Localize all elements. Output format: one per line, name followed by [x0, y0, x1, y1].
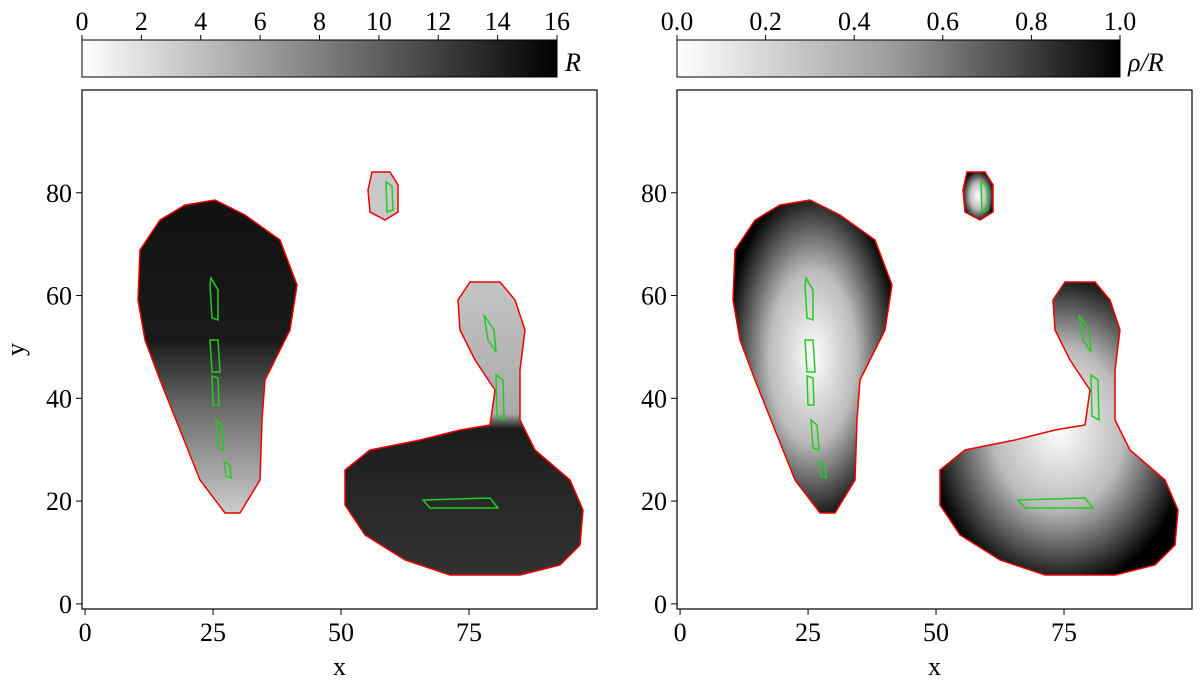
y-tick-label: 60	[46, 282, 72, 311]
x-tick-label: 50	[923, 618, 949, 647]
x-tick-label: 0	[79, 618, 92, 647]
colorbar-tick-label: 8	[313, 7, 326, 36]
colorbar-tick-label: 0.4	[838, 7, 871, 36]
x-tick-label: 25	[200, 618, 226, 647]
colorbar-tick-label: 0.2	[749, 7, 782, 36]
colorbar-tick-label: 0.0	[661, 7, 694, 36]
colorbar-tick-label: 4	[194, 7, 207, 36]
colorbar-tick-label: 2	[135, 7, 148, 36]
region	[939, 281, 1179, 576]
x-tick-label: 25	[795, 618, 821, 647]
x-tick-label: 75	[456, 618, 482, 647]
region	[962, 171, 994, 221]
x-axis-label: x	[928, 652, 941, 681]
y-tick-label: 0	[654, 590, 667, 619]
colorbar-tick-label: 12	[425, 7, 451, 36]
colorbar-tick-label: 0.6	[927, 7, 960, 36]
y-tick-label: 40	[641, 384, 667, 413]
axes-frame	[676, 89, 1193, 610]
colorbar-tick-label: 6	[254, 7, 267, 36]
panel-left-images	[137, 171, 584, 576]
region	[732, 199, 893, 514]
region	[137, 199, 298, 514]
y-axis-label: y	[1, 343, 30, 356]
y-tick-label: 80	[46, 179, 72, 208]
y-tick-label: 60	[641, 282, 667, 311]
colorbar-tick-label: 1.0	[1104, 7, 1137, 36]
x-axis-label: x	[333, 652, 346, 681]
colorbar-tick-label: 16	[544, 7, 570, 36]
panel-right-images	[732, 171, 1179, 576]
colorbar-label: R	[564, 48, 581, 77]
colorbar	[81, 39, 558, 78]
axes-frame	[81, 89, 598, 610]
colorbar-tick-label: 14	[485, 7, 511, 36]
region	[344, 281, 584, 576]
y-tick-label: 0	[59, 590, 72, 619]
colorbar-tick-label: 0.8	[1015, 7, 1048, 36]
x-tick-label: 50	[328, 618, 354, 647]
x-tick-label: 75	[1051, 618, 1077, 647]
y-tick-label: 80	[641, 179, 667, 208]
region	[367, 171, 399, 221]
colorbar-tick-label: 0	[76, 7, 89, 36]
x-tick-label: 0	[674, 618, 687, 647]
y-tick-label: 20	[641, 487, 667, 516]
colorbar-tick-label: 10	[366, 7, 392, 36]
y-tick-label: 20	[46, 487, 72, 516]
colorbar	[676, 39, 1121, 78]
y-tick-label: 40	[46, 384, 72, 413]
colorbar-label: ρ/R	[1127, 48, 1164, 77]
